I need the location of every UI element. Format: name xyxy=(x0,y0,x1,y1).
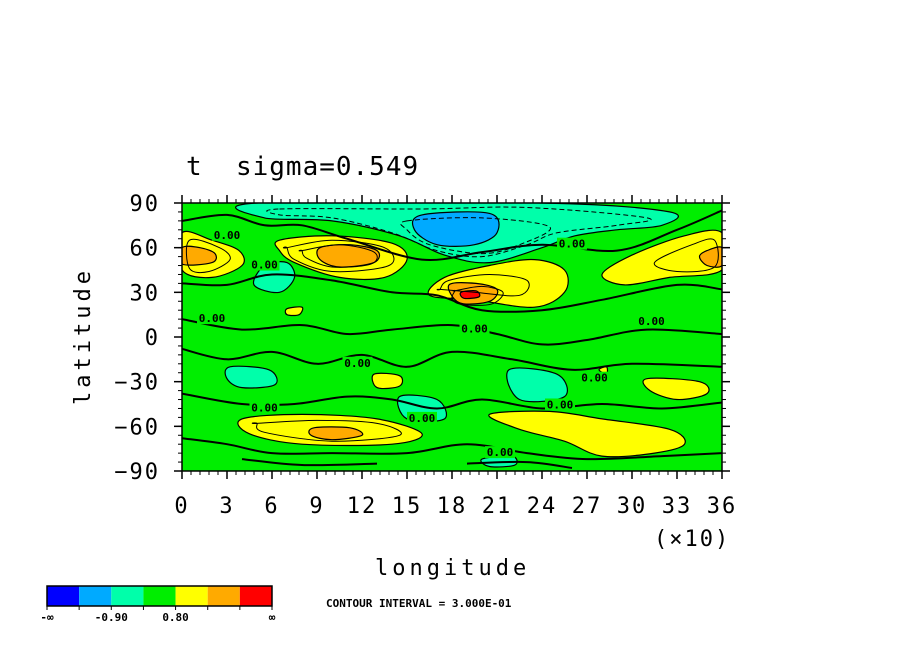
contour-region-orange xyxy=(308,426,364,441)
x-tick-label: 21 xyxy=(482,494,513,519)
x-axis-multiplier: (×10) xyxy=(654,527,730,552)
contour-label: 0.00 xyxy=(344,357,371,370)
color-bar-swatch xyxy=(143,586,176,606)
contour-line xyxy=(436,273,530,297)
contour-label-bg xyxy=(249,401,280,414)
contour-label-bg xyxy=(342,356,373,369)
contour-label-bg xyxy=(545,398,575,411)
y-tick-label: 90 xyxy=(130,192,161,217)
contour-region-yellow xyxy=(371,372,404,390)
zero-contour-line xyxy=(182,347,722,371)
contour-region-bright-cyan xyxy=(224,365,278,389)
x-tick-label: 18 xyxy=(437,494,468,519)
contour-line xyxy=(251,419,402,442)
contour-label: 0.00 xyxy=(251,401,278,414)
x-tick-label: 3 xyxy=(219,494,234,519)
contour-region-bright-cyan xyxy=(506,367,568,403)
contour-label-bg xyxy=(557,237,587,250)
contour-label: 0.00 xyxy=(581,372,608,385)
x-tick-label: 6 xyxy=(264,494,279,519)
contour-line xyxy=(282,239,395,273)
color-bar-label: 0.80 xyxy=(162,611,189,624)
contour-label: 0.00 xyxy=(547,398,574,411)
contour-label-bg xyxy=(579,371,610,384)
contour-label: 0.00 xyxy=(409,412,436,425)
contour-label: 0.00 xyxy=(559,238,586,251)
zero-contour-line xyxy=(182,273,722,313)
zero-contour-line xyxy=(182,209,722,262)
contour-label: 0.00 xyxy=(199,312,226,325)
x-axis-ticks: 0 3 6 9 12 15 18 21 24 27 30 33 36 xyxy=(174,195,738,519)
color-bar-label: -∞ xyxy=(40,611,54,624)
contour-region-light-blue xyxy=(411,211,500,247)
x-tick-label: 30 xyxy=(617,494,648,519)
contour-field: 0.00 0.00 0.00 0.00 0.00 0.00 0.00 0.00 0.00 0.00… xyxy=(182,203,722,471)
x-tick-label: 33 xyxy=(662,494,693,519)
x-tick-label: 27 xyxy=(572,494,603,519)
contour-label: 0.00 xyxy=(638,315,665,328)
y-axis-ticks: 90 60 30 0 −30 −60 −90 xyxy=(114,192,730,485)
y-axis-label: latitude xyxy=(71,267,96,405)
contour-region-orange xyxy=(698,246,722,268)
contour-label-bg xyxy=(636,315,667,328)
contour-label-bg xyxy=(197,312,227,325)
x-tick-label: 12 xyxy=(347,494,378,519)
color-bar-labels: -∞ -0.90 0.80 ∞ xyxy=(40,611,275,624)
contour-line xyxy=(185,238,231,274)
contour-labels: 0.00 0.00 0.00 0.00 0.00 0.00 0.00 0.00 0.00 0.00… xyxy=(197,228,667,459)
contour-label-bg xyxy=(212,228,242,241)
y-tick-label: 30 xyxy=(130,281,161,306)
contour-region-orange xyxy=(316,243,381,268)
zero-contour-line xyxy=(182,437,722,461)
color-bar-swatch xyxy=(207,586,240,606)
zero-contour-line xyxy=(466,460,573,469)
contour-line xyxy=(451,285,504,306)
x-tick-label: 24 xyxy=(527,494,558,519)
y-tick-label: 60 xyxy=(130,237,161,262)
color-bar-label: -0.90 xyxy=(95,611,128,624)
color-bar-swatch xyxy=(47,586,80,606)
contour-region-yellow xyxy=(284,306,304,317)
x-axis-label: longitude xyxy=(375,556,530,581)
contour-line xyxy=(298,244,378,268)
x-tick-label: 15 xyxy=(392,494,423,519)
contour-line xyxy=(653,238,719,273)
y-tick-label: −90 xyxy=(114,460,160,485)
zero-contour-line xyxy=(182,318,722,346)
contour-label-bg xyxy=(249,258,280,271)
color-bar-frame xyxy=(46,585,273,607)
x-tick-label: 9 xyxy=(309,494,324,519)
contour-label: 0.00 xyxy=(461,323,488,336)
color-bar-label: ∞ xyxy=(269,611,276,624)
contour-label: 0.00 xyxy=(251,259,278,272)
contour-region-yellow xyxy=(642,377,710,401)
contour-label-bg xyxy=(485,446,515,459)
contour-region-yellow xyxy=(488,410,686,458)
y-tick-label: −30 xyxy=(114,371,160,396)
color-bar xyxy=(46,585,273,610)
color-bar-swatch xyxy=(79,586,112,606)
y-tick-label: −60 xyxy=(114,415,160,440)
x-tick-label: 0 xyxy=(174,494,189,519)
x-tick-label: 36 xyxy=(707,494,738,519)
contour-label-bg xyxy=(407,411,437,424)
contour-region-orange xyxy=(182,245,217,266)
color-bar-swatch xyxy=(175,586,208,606)
color-bar-swatch xyxy=(111,586,144,606)
color-bar-swatch xyxy=(239,586,272,606)
y-tick-label: 0 xyxy=(145,326,160,351)
negative-contour-line xyxy=(400,217,551,255)
contour-label: 0.00 xyxy=(487,446,514,459)
negative-contour-line xyxy=(266,206,652,258)
chart-title: t sigma=0.549 xyxy=(186,152,419,182)
zero-contour-line xyxy=(241,458,378,467)
contour-label-bg xyxy=(459,322,490,335)
contour-interval-note: CONTOUR INTERVAL = 3.000E-01 xyxy=(326,597,512,610)
contour-label: 0.00 xyxy=(214,229,241,242)
